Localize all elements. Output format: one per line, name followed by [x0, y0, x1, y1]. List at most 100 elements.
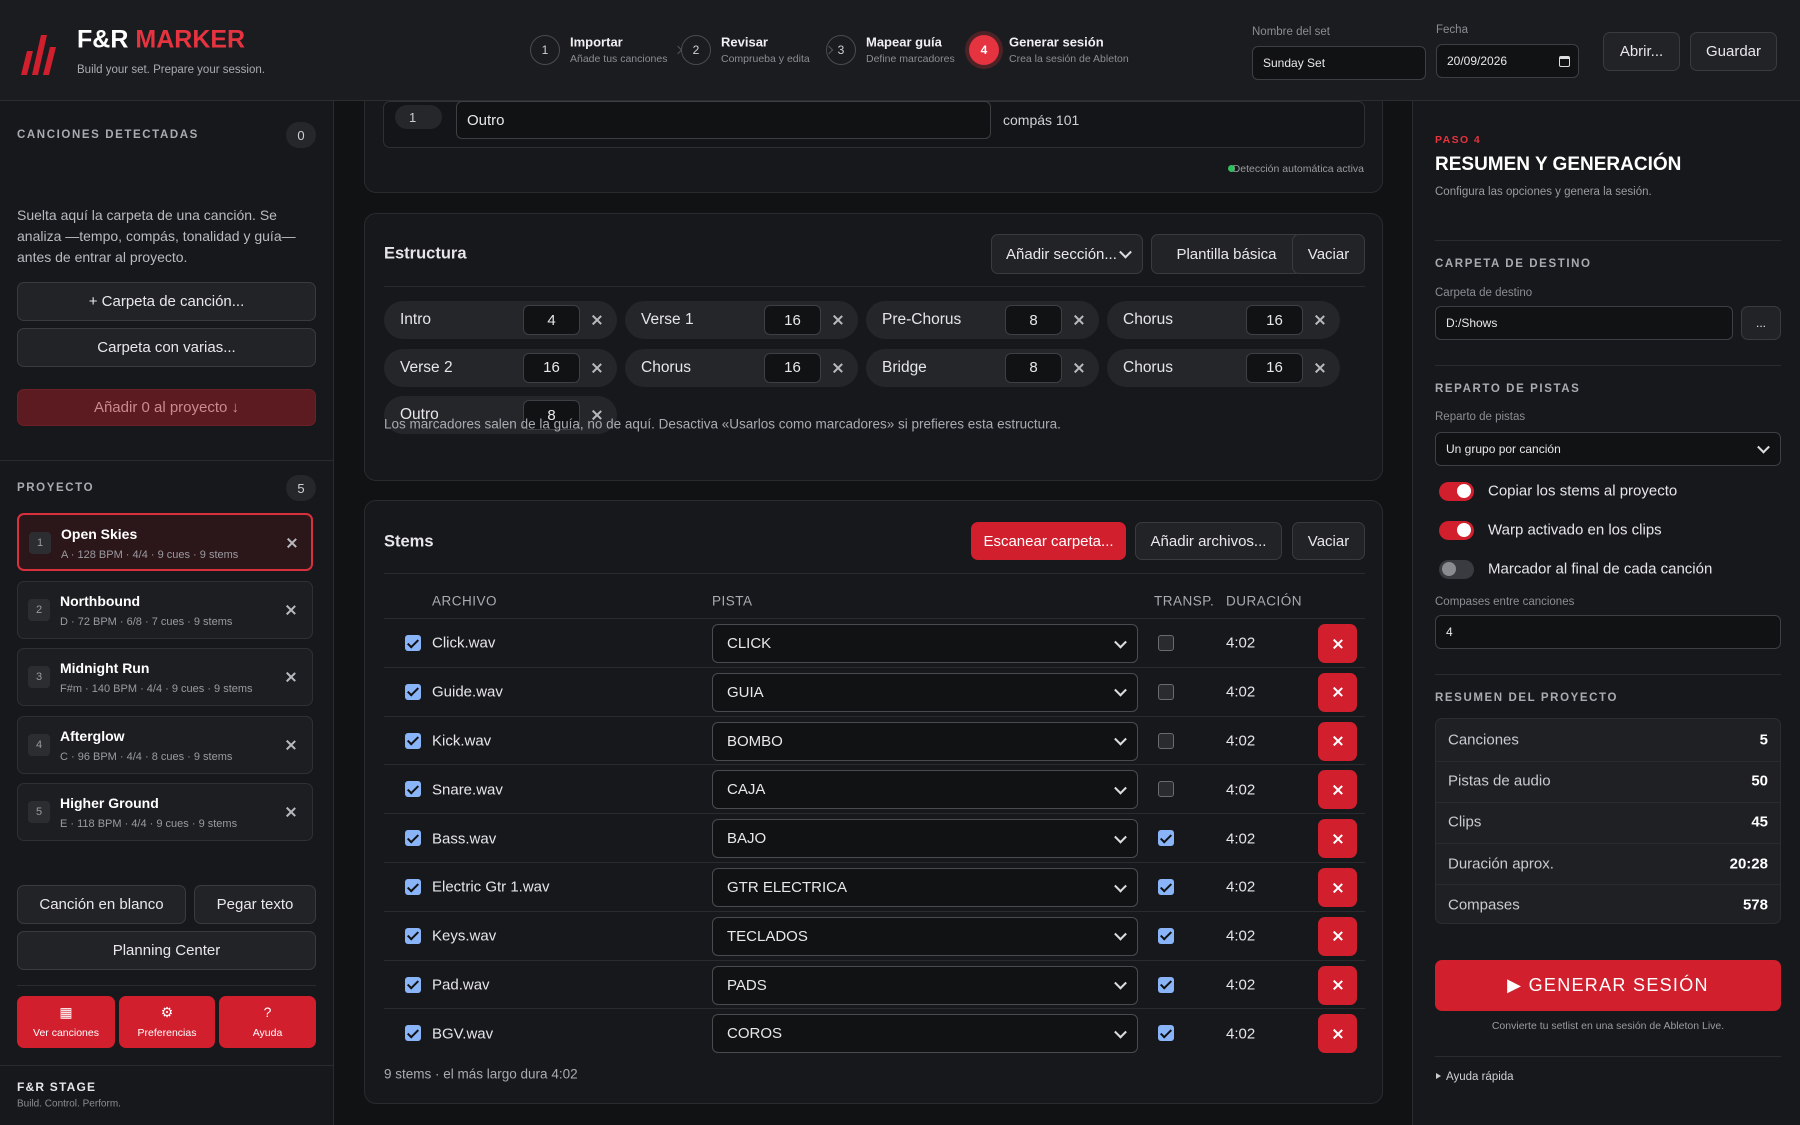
close-icon[interactable]	[1333, 931, 1343, 941]
tracks-select[interactable]: Un grupo por canción	[1435, 432, 1781, 466]
transpose-checkbox[interactable]	[1158, 781, 1174, 798]
generate-button[interactable]: ▶ GENERAR SESIÓN	[1435, 960, 1781, 1011]
include-checkbox[interactable]	[405, 879, 421, 895]
planning-center-button[interactable]: Planning Center	[17, 931, 316, 970]
nav-button[interactable]: ? Ayuda	[219, 996, 316, 1048]
section-bars-input[interactable]: 16	[523, 352, 580, 383]
track-select[interactable]: GTR ELECTRICA	[712, 868, 1138, 907]
close-icon[interactable]	[1333, 639, 1343, 649]
nav-button[interactable]: ▦ Ver canciones	[17, 996, 115, 1048]
song-card[interactable]: 3 Midnight Run F#m · 140 BPM · 4/4 · 9 cue…	[17, 648, 313, 707]
include-checkbox[interactable]	[405, 927, 421, 944]
toggle[interactable]	[1439, 481, 1474, 501]
close-icon[interactable]	[1333, 785, 1343, 795]
track-select[interactable]: COROS	[712, 1014, 1138, 1054]
include-checkbox[interactable]	[405, 976, 421, 993]
close-icon[interactable]	[1333, 736, 1343, 746]
track-select[interactable]: TECLADOS	[712, 916, 1138, 956]
step-circle[interactable]: 1	[530, 35, 560, 65]
include-checkbox[interactable]	[405, 635, 421, 651]
close-icon[interactable]	[1333, 1029, 1343, 1039]
close-icon[interactable]	[1315, 363, 1325, 373]
close-icon[interactable]	[1333, 883, 1343, 893]
section-bars-input[interactable]: 8	[523, 400, 580, 430]
close-icon[interactable]	[592, 363, 602, 373]
add-section-select[interactable]: Añadir sección...	[991, 234, 1143, 274]
transpose-checkbox[interactable]	[1158, 927, 1174, 944]
add-files-button[interactable]: Añadir archivos...	[1135, 522, 1282, 560]
transpose-checkbox[interactable]	[1158, 683, 1174, 700]
transpose-checkbox[interactable]	[1158, 635, 1174, 651]
track-select[interactable]: CAJA	[712, 770, 1138, 810]
song-card[interactable]: 1 Open Skies A · 128 BPM · 4/4 · 9 cues · …	[17, 513, 313, 571]
close-icon[interactable]	[286, 672, 296, 682]
song-card[interactable]: 2 Northbound D · 72 BPM · 6/8 · 7 cues · 9…	[17, 580, 313, 639]
browse-button[interactable]: ...	[1741, 306, 1781, 340]
delete-button[interactable]	[1318, 819, 1357, 859]
step-circle[interactable]: 3	[826, 35, 856, 65]
close-icon[interactable]	[1074, 315, 1084, 325]
delete-button[interactable]	[1318, 770, 1357, 810]
include-checkbox[interactable]	[405, 781, 421, 798]
step-circle[interactable]: 2	[681, 35, 711, 65]
close-icon[interactable]	[286, 605, 296, 615]
transpose-checkbox[interactable]	[1158, 1025, 1174, 1042]
close-icon[interactable]	[1333, 687, 1343, 697]
transpose-checkbox[interactable]	[1158, 976, 1174, 993]
add-to-project-button[interactable]: Añadir 0 al proyecto ↓	[17, 389, 316, 426]
song-card[interactable]: 4 Afterglow C · 96 BPM · 4/4 · 8 cues · 9 …	[17, 715, 313, 774]
clear-button[interactable]: Vaciar	[1292, 522, 1365, 560]
close-icon[interactable]	[1074, 363, 1084, 373]
section-bars-input[interactable]: 16	[764, 305, 821, 335]
toggle[interactable]	[1439, 559, 1474, 579]
multi-folder-button[interactable]: Carpeta con varias...	[17, 328, 316, 367]
close-icon[interactable]	[1315, 315, 1325, 325]
close-icon[interactable]	[1333, 834, 1343, 844]
transpose-checkbox[interactable]	[1158, 879, 1174, 895]
track-select[interactable]: BOMBO	[712, 721, 1138, 761]
delete-button[interactable]	[1318, 965, 1357, 1005]
transpose-checkbox[interactable]	[1158, 830, 1174, 847]
open-button[interactable]: Abrir...	[1603, 32, 1680, 71]
section-bars-input[interactable]: 8	[1005, 352, 1062, 383]
step-circle[interactable]: 4	[969, 35, 999, 65]
set-name-input[interactable]: Sunday Set	[1252, 46, 1426, 80]
delete-button[interactable]	[1318, 1014, 1357, 1054]
close-icon[interactable]	[287, 538, 297, 548]
song-folder-button[interactable]: + Carpeta de canción...	[17, 282, 316, 321]
delete-button[interactable]	[1318, 672, 1357, 712]
close-icon[interactable]	[592, 315, 602, 325]
clear-button[interactable]: Vaciar	[1292, 234, 1365, 274]
scan-button[interactable]: Escanear carpeta...	[971, 522, 1126, 560]
include-checkbox[interactable]	[405, 732, 421, 749]
blank-song-button[interactable]: Canción en blanco	[17, 885, 186, 924]
close-icon[interactable]	[286, 740, 296, 750]
destination-input[interactable]: D:/Shows	[1435, 306, 1733, 340]
song-card[interactable]: 5 Higher Ground E · 118 BPM · 4/4 · 9 cues…	[17, 783, 313, 842]
track-select[interactable]: BAJO	[712, 819, 1138, 859]
include-checkbox[interactable]	[405, 1025, 421, 1042]
track-select[interactable]: PADS	[712, 965, 1138, 1005]
paste-text-button[interactable]: Pegar texto	[194, 885, 316, 924]
close-icon[interactable]	[833, 363, 843, 373]
include-checkbox[interactable]	[405, 830, 421, 847]
save-button[interactable]: Guardar	[1690, 32, 1777, 71]
close-icon[interactable]	[833, 315, 843, 325]
delete-button[interactable]	[1318, 916, 1357, 956]
transpose-checkbox[interactable]	[1158, 732, 1174, 749]
template-button[interactable]: Plantilla básica	[1151, 234, 1302, 274]
delete-button[interactable]	[1318, 868, 1357, 907]
section-bars-input[interactable]: 4	[523, 305, 580, 335]
nav-button[interactable]: ⚙ Preferencias	[119, 996, 215, 1048]
quick-help[interactable]: Ayuda rápida	[1446, 1071, 1514, 1083]
row-name-input[interactable]: Outro	[456, 101, 991, 139]
delete-button[interactable]	[1318, 624, 1357, 663]
toggle[interactable]	[1439, 520, 1474, 540]
date-input[interactable]: 20/09/2026	[1436, 44, 1579, 78]
track-select[interactable]: CLICK	[712, 624, 1138, 663]
section-bars-input[interactable]: 16	[1246, 352, 1303, 383]
include-checkbox[interactable]	[405, 683, 421, 700]
gap-input[interactable]: 4	[1435, 615, 1781, 649]
section-bars-input[interactable]: 16	[1246, 305, 1303, 335]
delete-button[interactable]	[1318, 721, 1357, 761]
